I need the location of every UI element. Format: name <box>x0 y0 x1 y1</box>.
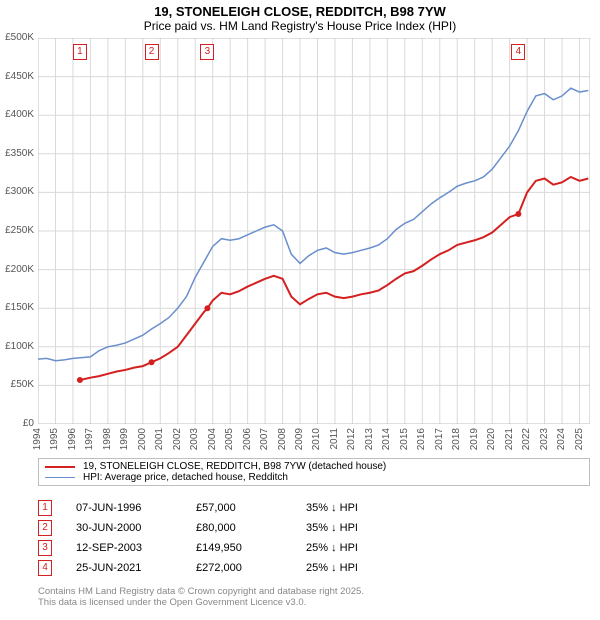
x-tick-label: 2009 <box>294 428 305 450</box>
table-marker: 1 <box>38 500 52 516</box>
y-tick-label: £500K <box>0 32 34 43</box>
x-tick-label: 2015 <box>399 428 410 450</box>
chart-subtitle: Price paid vs. HM Land Registry's House … <box>0 19 600 33</box>
x-tick-label: 1999 <box>119 428 130 450</box>
y-tick-label: £250K <box>0 225 34 236</box>
x-tick-label: 2003 <box>189 428 200 450</box>
chart-container: 19, STONELEIGH CLOSE, REDDITCH, B98 7YW … <box>0 0 600 620</box>
x-tick-label: 1995 <box>49 428 60 450</box>
table-row: 4 25-JUN-2021£272,00025% ↓ HPI <box>38 558 426 578</box>
y-tick-label: £400K <box>0 109 34 120</box>
table-diff: 35% ↓ HPI <box>306 522 426 534</box>
y-tick-label: £350K <box>0 148 34 159</box>
x-tick-label: 2014 <box>381 428 392 450</box>
y-tick-label: £150K <box>0 302 34 313</box>
table-price: £149,950 <box>196 542 306 554</box>
y-tick-label: £200K <box>0 264 34 275</box>
x-tick-label: 2012 <box>346 428 357 450</box>
table-diff: 35% ↓ HPI <box>306 502 426 514</box>
table-row: 1 07-JUN-1996£57,00035% ↓ HPI <box>38 498 426 518</box>
x-tick-label: 2008 <box>277 428 288 450</box>
x-tick-label: 1994 <box>32 428 43 450</box>
x-tick-label: 2020 <box>486 428 497 450</box>
table-row: 2 30-JUN-2000£80,00035% ↓ HPI <box>38 518 426 538</box>
x-tick-label: 2018 <box>451 428 462 450</box>
table-diff: 25% ↓ HPI <box>306 542 426 554</box>
chart-title: 19, STONELEIGH CLOSE, REDDITCH, B98 7YW <box>0 0 600 19</box>
x-tick-label: 2011 <box>329 428 340 450</box>
footnote-line2: This data is licensed under the Open Gov… <box>38 597 364 608</box>
table-marker: 2 <box>38 520 52 536</box>
x-tick-label: 2006 <box>242 428 253 450</box>
table-diff: 25% ↓ HPI <box>306 562 426 574</box>
legend: 19, STONELEIGH CLOSE, REDDITCH, B98 7YW … <box>38 458 590 486</box>
table-price: £57,000 <box>196 502 306 514</box>
series-price_paid <box>80 177 588 380</box>
table-date: 30-JUN-2000 <box>76 522 196 534</box>
x-tick-label: 2019 <box>469 428 480 450</box>
x-tick-label: 2025 <box>574 428 585 450</box>
y-tick-label: £300K <box>0 186 34 197</box>
legend-label: 19, STONELEIGH CLOSE, REDDITCH, B98 7YW … <box>83 461 386 472</box>
footnote: Contains HM Land Registry data © Crown c… <box>38 586 364 608</box>
table-price: £80,000 <box>196 522 306 534</box>
x-tick-label: 2016 <box>416 428 427 450</box>
x-tick-label: 2017 <box>434 428 445 450</box>
x-tick-label: 1996 <box>67 428 78 450</box>
legend-swatch <box>45 477 75 479</box>
x-tick-label: 2000 <box>137 428 148 450</box>
table-date: 07-JUN-1996 <box>76 502 196 514</box>
x-tick-label: 2007 <box>259 428 270 450</box>
table-date: 12-SEP-2003 <box>76 542 196 554</box>
table-date: 25-JUN-2021 <box>76 562 196 574</box>
plot-area <box>38 38 590 424</box>
x-tick-label: 2001 <box>154 428 165 450</box>
transaction-table: 1 07-JUN-1996£57,00035% ↓ HPI 2 30-JUN-2000… <box>38 498 426 578</box>
table-marker: 3 <box>38 540 52 556</box>
table-marker: 4 <box>38 560 52 576</box>
y-tick-label: £100K <box>0 341 34 352</box>
y-tick-label: £450K <box>0 71 34 82</box>
transaction-marker: 2 <box>145 44 159 60</box>
series-hpi <box>38 88 588 361</box>
transaction-marker: 4 <box>511 44 525 60</box>
table-row: 3 12-SEP-2003£149,95025% ↓ HPI <box>38 538 426 558</box>
transaction-marker: 3 <box>200 44 214 60</box>
footnote-line1: Contains HM Land Registry data © Crown c… <box>38 586 364 597</box>
x-tick-label: 2004 <box>207 428 218 450</box>
x-tick-label: 2005 <box>224 428 235 450</box>
x-tick-label: 2024 <box>556 428 567 450</box>
table-price: £272,000 <box>196 562 306 574</box>
x-tick-label: 1998 <box>102 428 113 450</box>
legend-swatch <box>45 466 75 468</box>
x-tick-label: 2022 <box>521 428 532 450</box>
legend-label: HPI: Average price, detached house, Redd… <box>83 472 288 483</box>
y-tick-label: £0 <box>0 418 34 429</box>
transaction-marker: 1 <box>73 44 87 60</box>
y-tick-label: £50K <box>0 379 34 390</box>
x-tick-label: 1997 <box>84 428 95 450</box>
legend-item: HPI: Average price, detached house, Redd… <box>45 472 583 483</box>
x-tick-label: 2021 <box>504 428 515 450</box>
x-tick-label: 2023 <box>539 428 550 450</box>
x-tick-label: 2002 <box>172 428 183 450</box>
x-tick-label: 2010 <box>311 428 322 450</box>
legend-item: 19, STONELEIGH CLOSE, REDDITCH, B98 7YW … <box>45 461 583 472</box>
x-tick-label: 2013 <box>364 428 375 450</box>
